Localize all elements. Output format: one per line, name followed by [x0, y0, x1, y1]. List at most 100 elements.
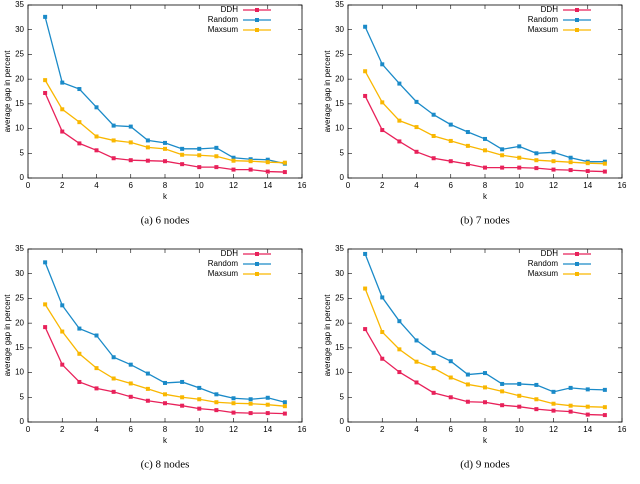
- point: [397, 319, 402, 324]
- point: [43, 78, 48, 83]
- point: [197, 406, 202, 411]
- point: [431, 390, 436, 395]
- y-tick-label: 25: [335, 294, 344, 303]
- legend-marker: [575, 252, 579, 256]
- point: [128, 362, 133, 367]
- legend-label: DDH: [221, 249, 239, 258]
- point: [265, 411, 270, 416]
- point: [414, 125, 419, 130]
- x-tick-label: 6: [449, 425, 454, 434]
- y-tick-label: 10: [15, 124, 24, 133]
- point: [60, 362, 65, 367]
- chart-panel: 0 2 4 6 8 10 12 14 16 0 5 10 15 20 25 30 35 k average gap …: [323, 0, 627, 226]
- point: [111, 376, 116, 381]
- point: [128, 158, 133, 163]
- x-tick-label: 10: [195, 181, 204, 190]
- point: [282, 400, 287, 405]
- point: [500, 165, 505, 170]
- point: [568, 409, 573, 414]
- point: [77, 87, 82, 92]
- x-tick-label: 4: [94, 425, 99, 434]
- y-tick-label: 0: [340, 417, 345, 426]
- legend-label: DDH: [221, 5, 239, 14]
- y-tick-label: 5: [20, 148, 25, 157]
- legend-marker: [575, 28, 579, 32]
- point: [380, 356, 385, 361]
- point: [43, 90, 48, 95]
- y-tick-label: 10: [335, 124, 344, 133]
- point: [551, 159, 556, 164]
- y-tick-label: 0: [20, 173, 25, 182]
- point: [145, 398, 150, 403]
- point: [380, 330, 385, 335]
- point: [231, 396, 236, 401]
- point: [517, 165, 522, 170]
- legend-label: Random: [528, 259, 559, 268]
- point: [60, 80, 65, 85]
- point: [248, 411, 253, 416]
- point: [483, 371, 487, 376]
- point: [448, 375, 453, 380]
- y-tick-label: 35: [15, 244, 24, 253]
- point: [282, 404, 287, 409]
- point: [380, 128, 385, 133]
- point: [180, 403, 185, 408]
- y-tick-label: 15: [335, 99, 344, 108]
- point: [602, 387, 607, 392]
- y-tick-label: 5: [340, 148, 345, 157]
- x-tick-label: 16: [298, 181, 307, 190]
- x-axis-label: k: [483, 436, 488, 445]
- point: [483, 385, 487, 390]
- point: [448, 359, 453, 364]
- x-tick-label: 14: [583, 425, 592, 434]
- point: [180, 146, 185, 151]
- x-tick-label: 10: [515, 181, 524, 190]
- point: [265, 395, 270, 400]
- point: [551, 150, 556, 155]
- point: [534, 397, 539, 402]
- point: [94, 134, 99, 139]
- point: [602, 413, 607, 418]
- y-tick-label: 5: [20, 392, 25, 401]
- point: [363, 24, 368, 29]
- point: [568, 403, 573, 408]
- chart-panel: 0 2 4 6 8 10 12 14 16 0 5 10 15 20 25 30 35 k average gap …: [3, 244, 307, 470]
- point: [163, 401, 167, 406]
- point: [248, 397, 253, 402]
- x-tick-label: 14: [263, 181, 272, 190]
- y-tick-label: 35: [15, 0, 24, 9]
- x-tick-label: 6: [129, 181, 134, 190]
- point: [214, 408, 219, 413]
- point: [397, 139, 402, 144]
- point: [568, 385, 573, 390]
- point: [397, 81, 402, 86]
- x-tick-label: 4: [414, 425, 419, 434]
- point: [128, 140, 133, 145]
- point: [500, 381, 505, 386]
- point: [248, 167, 253, 172]
- legend-label: Maxsum: [528, 25, 559, 34]
- point: [197, 146, 202, 151]
- x-tick-label: 8: [483, 181, 488, 190]
- legend-marker: [575, 8, 579, 12]
- x-tick-label: 6: [129, 425, 134, 434]
- x-tick-label: 0: [26, 425, 31, 434]
- y-tick-label: 10: [15, 368, 24, 377]
- point: [363, 251, 368, 256]
- point: [414, 149, 419, 154]
- point: [517, 393, 522, 398]
- point: [128, 381, 133, 386]
- x-tick-label: 0: [346, 181, 351, 190]
- x-tick-label: 8: [163, 425, 168, 434]
- point: [431, 112, 436, 117]
- legend-label: Random: [208, 259, 239, 268]
- point: [60, 303, 65, 308]
- point: [77, 326, 82, 331]
- legend-marker: [255, 262, 259, 266]
- point: [163, 380, 167, 385]
- point: [214, 165, 219, 170]
- point: [60, 107, 65, 112]
- point: [163, 146, 167, 151]
- y-tick-label: 25: [335, 50, 344, 59]
- point: [111, 355, 116, 360]
